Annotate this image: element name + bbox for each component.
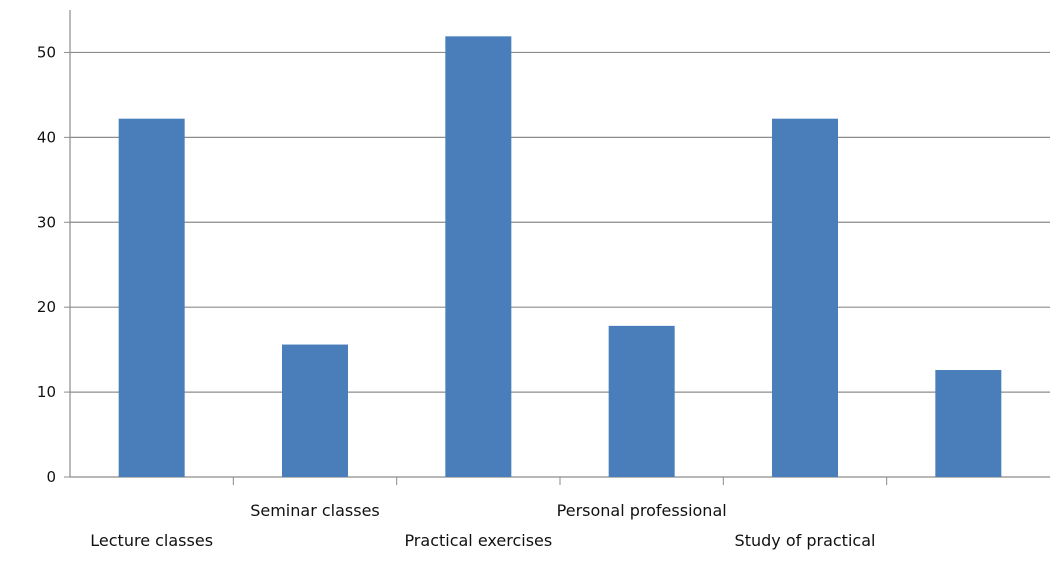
y-tick-label: 0	[46, 468, 56, 486]
category-label: Practical exercises	[404, 531, 552, 550]
category-label: Seminar classes	[250, 501, 380, 520]
y-tick-label: 10	[37, 383, 56, 401]
bar	[935, 370, 1002, 477]
axes	[69, 10, 1050, 478]
x-tick-marks	[232, 477, 888, 485]
category-label: Personal professional	[557, 501, 727, 520]
y-tick-label: 50	[37, 43, 56, 61]
bar	[772, 118, 838, 477]
y-tick-label: 30	[37, 213, 56, 231]
category-label: Study of practical	[735, 531, 876, 550]
bar	[282, 344, 348, 477]
category-label: Lecture classes	[90, 531, 213, 550]
bar	[608, 325, 675, 477]
y-tick-label: 40	[37, 128, 56, 146]
bar	[445, 36, 512, 478]
gridlines	[64, 51, 1050, 478]
y-tick-label: 20	[37, 298, 56, 316]
y-tick-labels: 0 10 20 30 40 50	[37, 43, 56, 486]
category-labels: Lecture classes Seminar classes Practical …	[90, 501, 875, 550]
bar	[118, 118, 185, 477]
bars	[118, 36, 1002, 478]
